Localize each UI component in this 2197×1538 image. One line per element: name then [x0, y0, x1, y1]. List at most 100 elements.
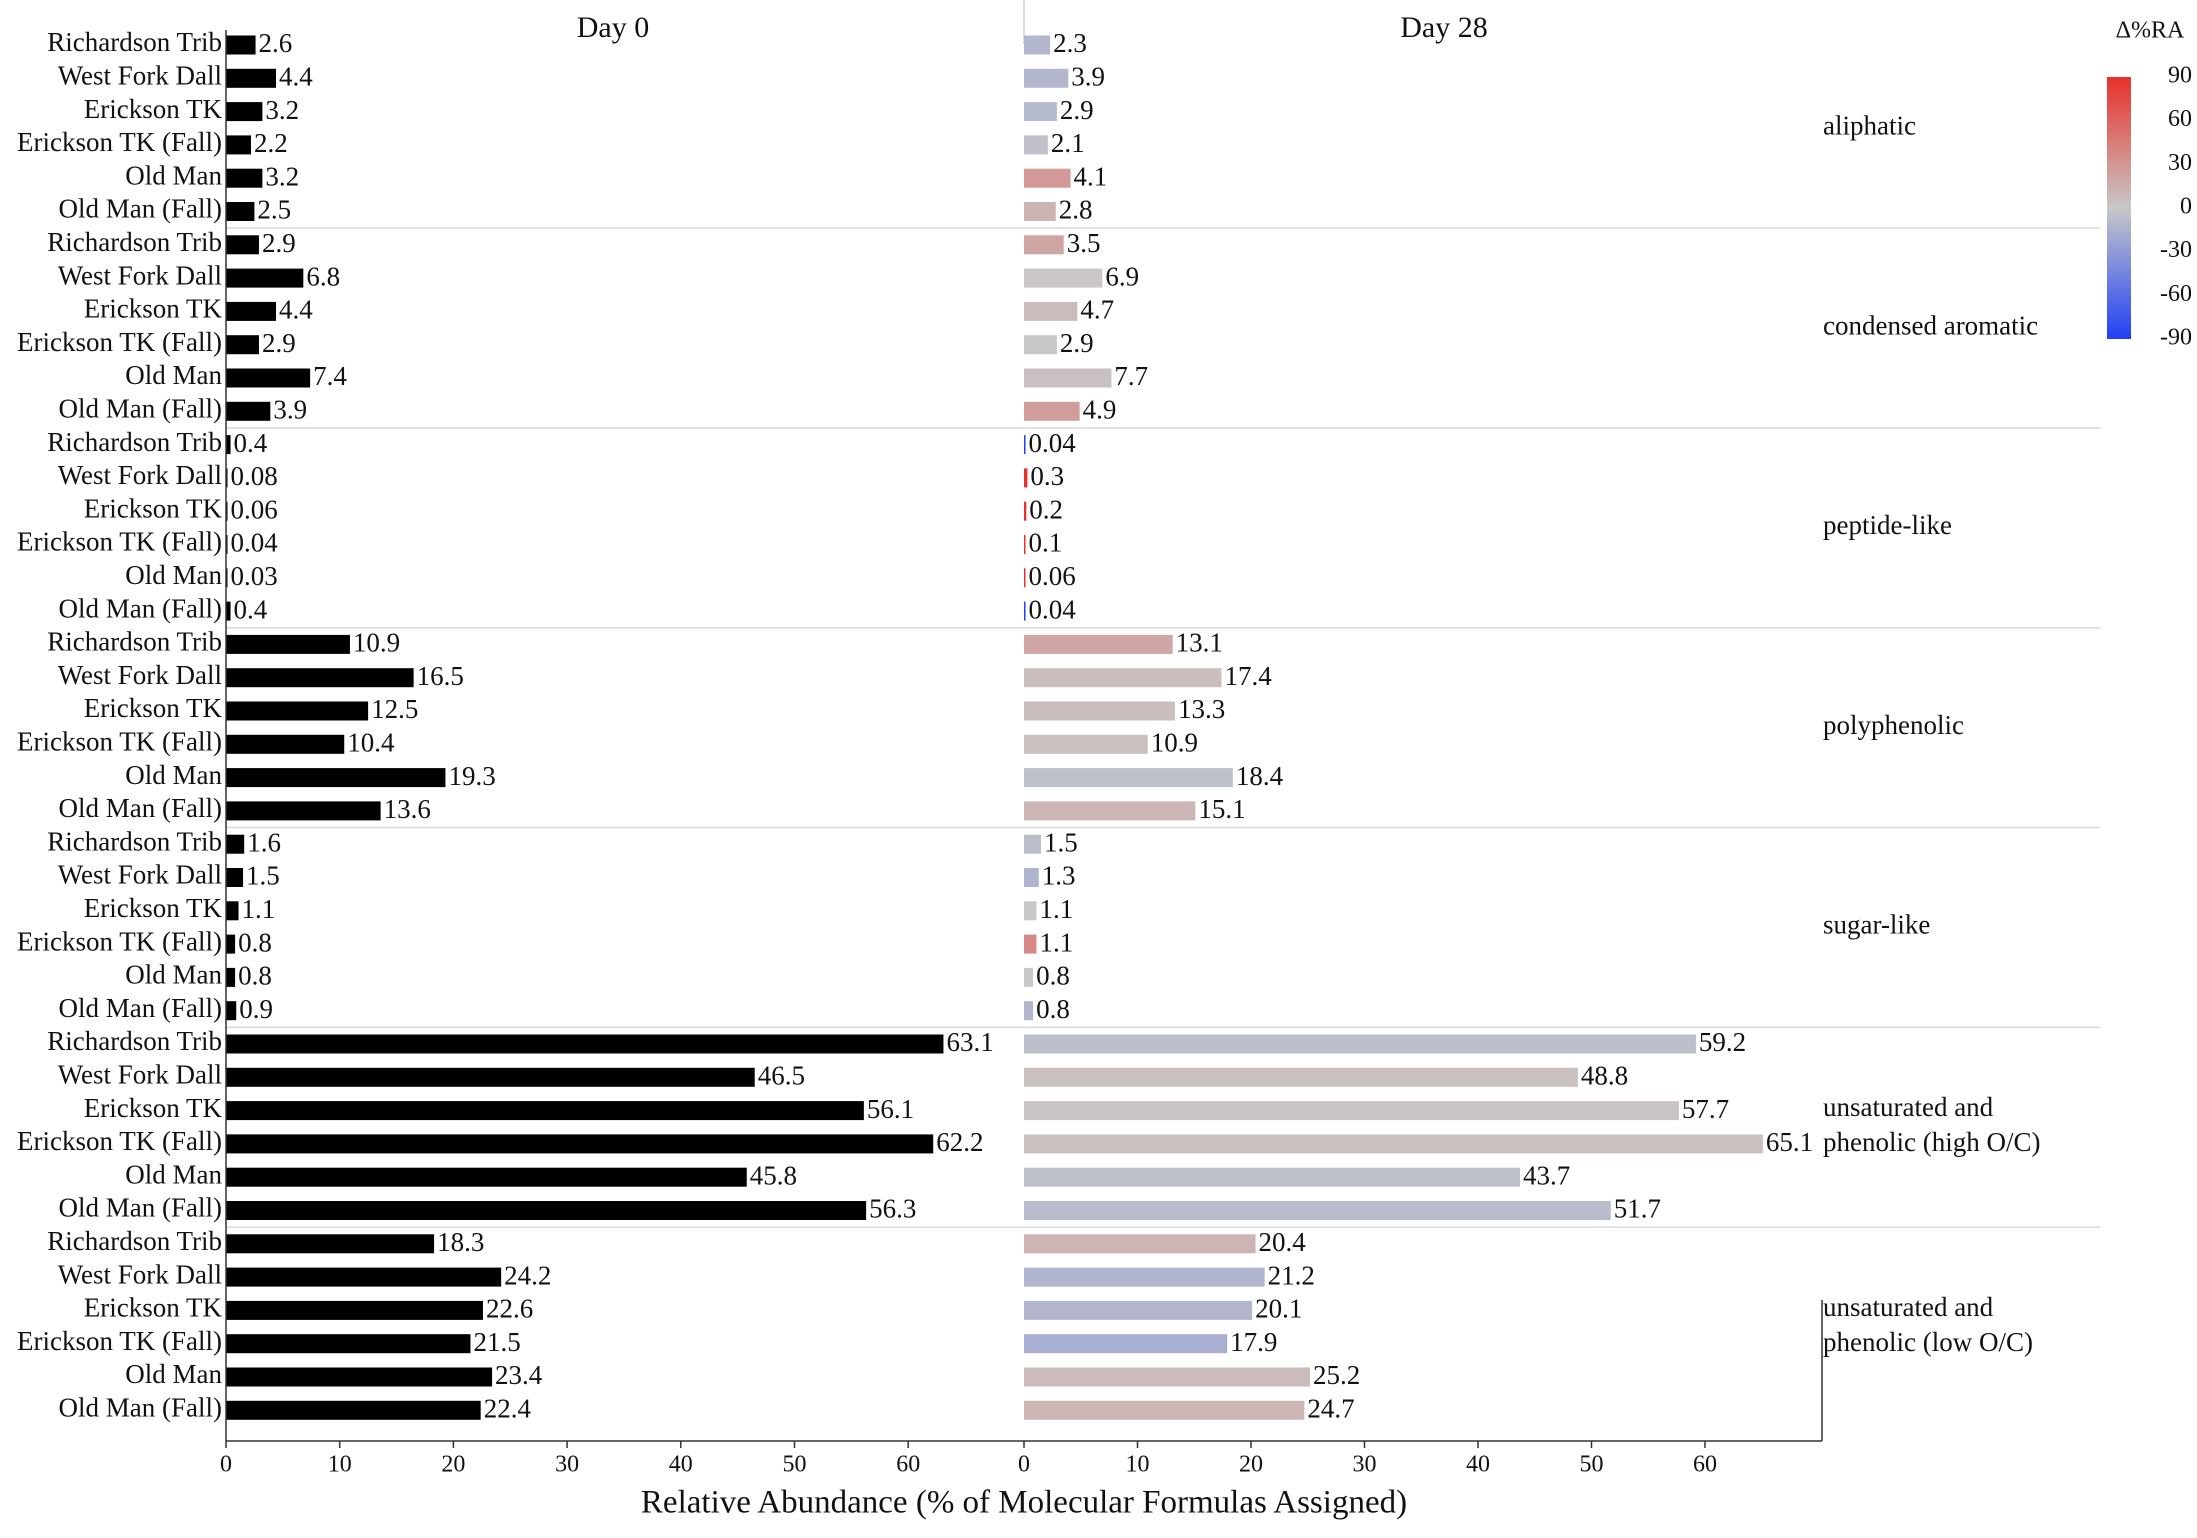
panel-title-day0: Day 0 — [577, 11, 649, 44]
colorbar-tick-label: 90 — [2168, 63, 2192, 89]
group-label: phenolic (low O/C) — [1823, 1327, 2033, 1357]
bars — [226, 35, 1763, 1420]
value-label-day28: 4.7 — [1080, 295, 1114, 325]
value-label-day28: 17.4 — [1224, 661, 1272, 691]
value-label-day0: 0.06 — [231, 494, 278, 524]
bar-day28 — [1024, 734, 1148, 754]
bar-day0 — [226, 634, 350, 654]
colorbar-tick-label: 30 — [2168, 150, 2192, 176]
bar-day28 — [1024, 301, 1078, 321]
bar-day0 — [226, 934, 236, 954]
site-label: Erickson TK (Fall) — [17, 727, 222, 757]
colorbar-tick-label: 60 — [2168, 106, 2192, 132]
bar-day28 — [1024, 1400, 1305, 1420]
bar-day0 — [226, 701, 369, 721]
bar-day28 — [1024, 1034, 1696, 1054]
site-label: Old Man — [125, 360, 222, 390]
x-tick-label-day28: 50 — [1580, 1452, 1604, 1478]
value-label-day28: 2.1 — [1051, 128, 1085, 158]
bar-day28 — [1024, 1134, 1763, 1154]
site-label: Erickson TK (Fall) — [17, 127, 222, 157]
bar-day28 — [1024, 701, 1175, 721]
value-label-day28: 4.1 — [1074, 161, 1108, 191]
bar-day0 — [226, 1067, 755, 1087]
value-label-day0: 0.8 — [238, 927, 272, 957]
bar-day28 — [1024, 535, 1026, 554]
site-label: West Fork Dall — [58, 860, 222, 890]
bar-day0 — [226, 135, 252, 155]
value-label-day0: 0.04 — [231, 528, 279, 558]
value-label-day28: 2.8 — [1059, 195, 1093, 225]
site-label: Richardson Trib — [47, 826, 222, 856]
value-label-day0: 0.8 — [238, 961, 272, 991]
site-label: Old Man (Fall) — [59, 1193, 222, 1223]
bar-day0 — [226, 268, 304, 288]
value-label-day28: 0.3 — [1030, 461, 1064, 491]
value-label-day0: 18.3 — [437, 1227, 484, 1257]
bar-day28 — [1024, 168, 1071, 188]
value-label-day0: 4.4 — [279, 295, 313, 325]
value-label-day28: 3.5 — [1067, 228, 1101, 258]
value-label-day0: 1.6 — [247, 827, 281, 857]
value-label-day0: 46.5 — [758, 1061, 805, 1091]
site-label: Erickson TK — [84, 893, 223, 923]
value-label-day0: 10.9 — [353, 628, 400, 658]
bar-day0 — [226, 102, 263, 122]
site-label: West Fork Dall — [58, 260, 222, 290]
bar-day28 — [1024, 1067, 1578, 1087]
bar-day28 — [1024, 1167, 1520, 1187]
value-label-day0: 21.5 — [473, 1327, 520, 1357]
bar-day0 — [226, 1334, 471, 1354]
value-label-day28: 0.2 — [1029, 494, 1063, 524]
value-label-day0: 1.1 — [242, 894, 276, 924]
bar-day28 — [1024, 1101, 1679, 1121]
value-label-day0: 10.4 — [347, 728, 395, 758]
x-tick-label-day0: 0 — [220, 1452, 232, 1478]
bar-day28 — [1024, 934, 1037, 954]
bar-day0 — [226, 1034, 944, 1054]
site-label: Richardson Trib — [47, 1226, 222, 1256]
x-tick-label-day28: 10 — [1126, 1452, 1150, 1478]
bar-day28 — [1024, 668, 1222, 688]
bar-day0 — [226, 35, 256, 55]
bar-day0 — [226, 1234, 435, 1254]
bar-day28 — [1024, 967, 1034, 987]
value-label-day28: 6.9 — [1105, 261, 1139, 291]
bar-day28 — [1024, 1334, 1228, 1354]
value-label-day28: 57.7 — [1682, 1094, 1729, 1124]
value-label-day0: 3.9 — [273, 395, 307, 425]
value-label-day0: 7.4 — [313, 361, 347, 391]
value-label-day28: 2.9 — [1060, 95, 1094, 125]
site-label: Old Man — [125, 1359, 222, 1389]
bar-day28 — [1024, 1367, 1311, 1387]
x-tick-label-day0: 30 — [555, 1452, 579, 1478]
value-label-day0: 19.3 — [448, 761, 495, 791]
bar-day28 — [1024, 634, 1173, 654]
bar-day28 — [1024, 102, 1057, 122]
site-label: Old Man (Fall) — [59, 593, 222, 623]
site-label: Erickson TK (Fall) — [17, 1326, 222, 1356]
group-label: phenolic (high O/C) — [1823, 1127, 2040, 1157]
bar-day28 — [1024, 468, 1028, 488]
x-tick-label-day28: 30 — [1353, 1452, 1377, 1478]
site-label: Erickson TK (Fall) — [17, 527, 222, 557]
value-label-day0: 62.2 — [936, 1127, 983, 1157]
value-label-day28: 65.1 — [1766, 1127, 1813, 1157]
bar-day0 — [226, 435, 231, 455]
bar-day0 — [226, 368, 311, 388]
bar-day0 — [226, 68, 277, 88]
site-label: Erickson TK — [84, 94, 223, 124]
value-label-day28: 0.06 — [1029, 561, 1076, 591]
value-label-day0: 12.5 — [371, 694, 418, 724]
site-label: Richardson Trib — [47, 27, 222, 57]
bar-day0 — [226, 901, 239, 921]
site-label: Old Man — [125, 160, 222, 190]
bar-day0 — [226, 1201, 867, 1220]
value-label-day28: 10.9 — [1151, 728, 1198, 758]
value-label-day0: 22.4 — [484, 1394, 532, 1424]
value-label-day0: 23.4 — [495, 1360, 543, 1390]
bar-day0 — [226, 734, 345, 754]
value-label-day28: 0.04 — [1029, 428, 1077, 458]
value-label-day0: 0.03 — [231, 561, 278, 591]
